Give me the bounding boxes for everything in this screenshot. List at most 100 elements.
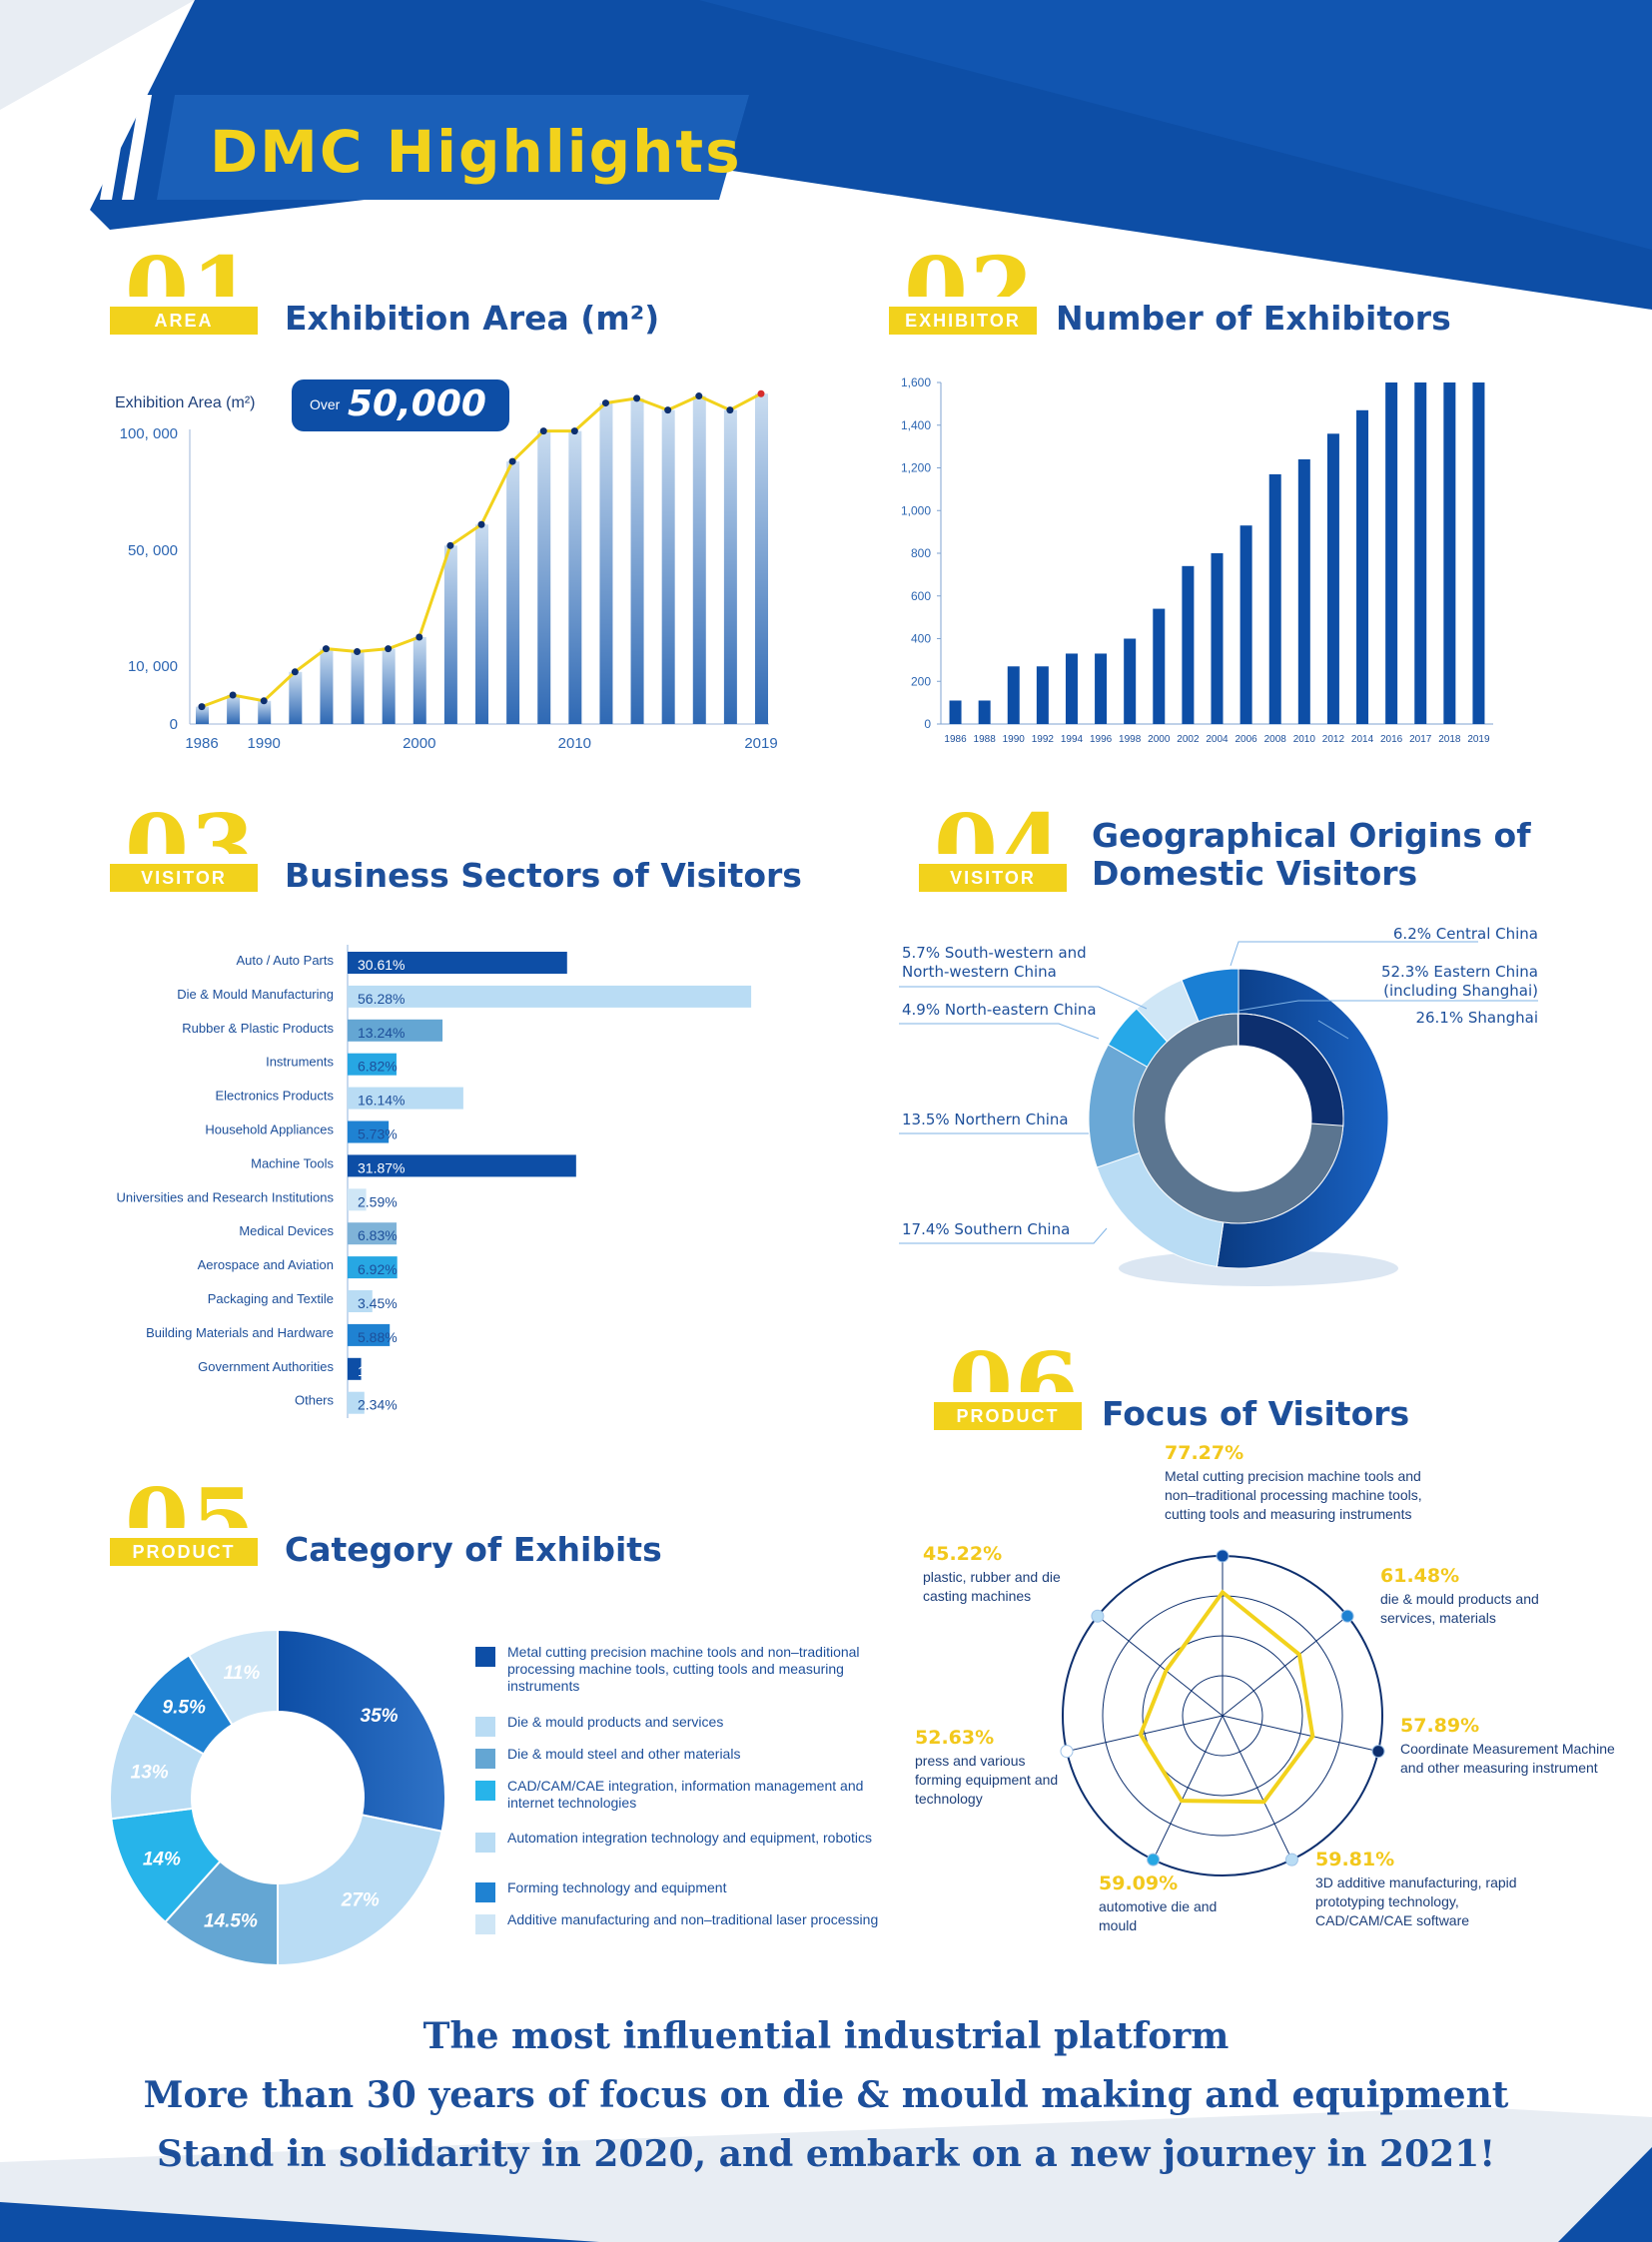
x-tick-label: 1986 <box>185 735 218 752</box>
data-point <box>633 394 641 402</box>
bar <box>348 1154 576 1177</box>
data-point <box>539 427 547 435</box>
bar <box>1239 525 1252 724</box>
bar <box>599 402 613 724</box>
legend-swatch <box>475 1833 495 1853</box>
radar-axis-label: Metal cutting precision machine tools an… <box>1165 1468 1422 1522</box>
section-title: Exhibition Area (m²) <box>285 299 660 338</box>
bar-value-label: 5.88% <box>358 1329 398 1345</box>
legend-swatch <box>475 1749 495 1769</box>
bar <box>289 671 303 724</box>
bar <box>348 1087 463 1110</box>
data-point <box>229 691 237 699</box>
radar-pct-label: 77.27% <box>1165 1442 1243 1464</box>
radar-spoke <box>1222 1715 1292 1861</box>
x-tick-label: 1996 <box>1090 734 1113 745</box>
category-label: Rubber & Plastic Products <box>182 1021 334 1036</box>
category-label: Household Appliances <box>205 1122 334 1137</box>
y-tick-label: 100, 000 <box>120 425 178 442</box>
section-title: Geographical Origins of Domestic Visitor… <box>1092 816 1531 893</box>
bar <box>568 430 582 724</box>
x-tick-label: 2017 <box>1409 734 1432 745</box>
bar <box>348 1391 365 1414</box>
slice-label: 14% <box>143 1850 181 1870</box>
footer-line-3: Stand in solidarity in 2020, and embark … <box>156 2133 1496 2175</box>
section-number: 03 <box>125 802 257 854</box>
bar-value-label: 2.59% <box>358 1193 398 1209</box>
bar <box>1182 565 1195 724</box>
donut-slice <box>277 1628 446 1833</box>
x-tick-label: 1998 <box>1119 734 1142 745</box>
bar <box>227 695 241 724</box>
x-tick-label: 2010 <box>558 735 591 752</box>
radar-axis-label: automotive die and mould <box>1099 1898 1217 1933</box>
label-southern: 17.4% Southern China <box>902 1220 1070 1238</box>
bar <box>692 395 706 724</box>
x-tick-label: 2012 <box>1322 734 1345 745</box>
bar <box>661 409 675 724</box>
category-label: Government Authorities <box>198 1359 334 1374</box>
radar-axis-label: press and various forming equipment and te… <box>915 1753 1058 1807</box>
bar <box>413 637 426 724</box>
x-tick-label: 2004 <box>1206 734 1229 745</box>
area-badge-value: 50,000 <box>348 383 486 424</box>
bar-value-label: 31.87% <box>358 1159 405 1175</box>
x-tick-label: 1990 <box>1003 734 1026 745</box>
leader-line <box>1238 1000 1538 1012</box>
slice-label: 11% <box>224 1663 261 1684</box>
slice-label: 35% <box>361 1706 399 1727</box>
legend-label: Die & mould products and services <box>507 1714 724 1730</box>
bar <box>348 1121 390 1143</box>
bar <box>1065 653 1078 724</box>
footer-line-1: The most influential industrial platform <box>422 2015 1230 2057</box>
label-southwest-sub: North-western China <box>902 963 1057 981</box>
radar-axis-label: 3D additive manufacturing, rapid prototyp… <box>1315 1874 1517 1928</box>
bar-value-label: 3.45% <box>358 1295 398 1311</box>
geographic-origins-chart: 6.2% Central China 52.3% Eastern China(in… <box>899 925 1538 1286</box>
title-banner <box>100 95 749 200</box>
y-tick-label: 800 <box>911 546 931 560</box>
radar-axis-label: Coordinate Measurement Machine and other … <box>1400 1741 1615 1776</box>
legend-swatch <box>475 1914 495 1934</box>
bar <box>196 706 209 724</box>
y-tick-label: 10, 000 <box>128 658 178 675</box>
exhibition-area-chart: Exhibition Area (m²) 0 10, 000 50, 000 100, … <box>115 389 778 752</box>
legend-label: Die & mould steel and other materials <box>507 1746 741 1762</box>
data-point <box>570 427 578 435</box>
label-central: 6.2% Central China <box>1393 925 1538 943</box>
bar <box>348 1222 398 1245</box>
section-title: Number of Exhibitors <box>1056 299 1451 338</box>
radar-axis-label: plastic, rubber and die casting machines <box>923 1569 1061 1604</box>
legend-swatch <box>475 1647 495 1667</box>
section-tag: VISITOR <box>110 864 258 892</box>
x-tick-label: 2002 <box>1177 734 1200 745</box>
legend-label: Automation integration technology and eq… <box>507 1830 873 1846</box>
data-point <box>415 633 423 641</box>
bar-value-label: 2.34% <box>358 1397 398 1413</box>
x-tick-label: 2006 <box>1235 734 1257 745</box>
radar-pct-label: 45.22% <box>923 1543 1002 1565</box>
label-southwest: 5.7% South-western and <box>902 944 1087 962</box>
data-point <box>291 668 299 676</box>
data-point <box>695 392 703 400</box>
y-tick-label: 1,400 <box>901 418 931 432</box>
page-title: DMC Highlights <box>210 118 742 186</box>
label-northeast: 4.9% North-eastern China <box>902 1001 1097 1019</box>
bar <box>1095 653 1108 724</box>
data-point <box>664 406 672 414</box>
leader-line <box>899 986 1148 1010</box>
category-label: Medical Devices <box>239 1223 334 1238</box>
footer-line-2: More than 30 years of focus on die & mou… <box>143 2074 1509 2116</box>
data-point <box>198 703 206 711</box>
bar <box>348 952 567 974</box>
bar <box>348 1290 373 1312</box>
radar-dot <box>1340 1609 1354 1623</box>
bar <box>1268 473 1281 724</box>
category-label: Auto / Auto Parts <box>236 953 334 968</box>
category-label: Instruments <box>266 1055 334 1070</box>
x-tick-label: 1986 <box>944 734 967 745</box>
bar <box>348 1256 398 1279</box>
y-tick-label: 50, 000 <box>128 542 178 559</box>
focus-radar-chart: 77.27% Metal cutting precision machine to… <box>915 1442 1615 1933</box>
